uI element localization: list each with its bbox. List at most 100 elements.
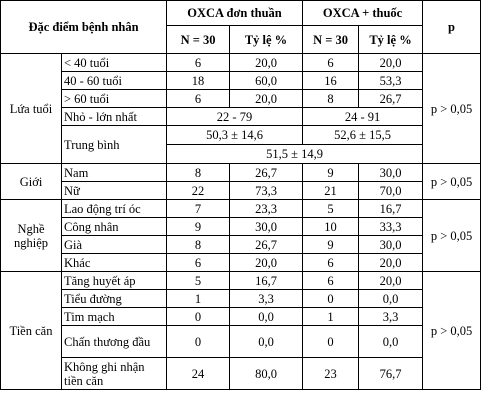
table-row: Nghề nghiệp Lao động trí óc 7 23,3 5 16,… (0, 199, 481, 272)
row-label: Già (60, 235, 168, 254)
group-label-history: Tiền căn (0, 271, 62, 390)
mean-group2: 52,6 ± 15,5 (302, 125, 424, 145)
group-label-age: Lứa tuổi (0, 53, 62, 164)
cell-rate1: 0,0 (229, 307, 304, 326)
cell-n1: 5 (166, 271, 231, 290)
header-patient-features: Đặc điểm bệnh nhân (0, 0, 168, 54)
cell-rate1: 30,0 (229, 217, 304, 236)
cell-rate2: 20,0 (358, 53, 424, 72)
cell-rate2: 30,0 (358, 163, 424, 182)
cell-rate1: 20,0 (229, 253, 304, 272)
cell-rate2: 76,7 (358, 357, 424, 390)
cell-rate2: 33,3 (358, 217, 424, 236)
table-row: Già 8 26,7 9 30,0 (1, 235, 481, 254)
row-label: Nhỏ - lớn nhất (60, 107, 168, 126)
row-label: Công nhân (60, 217, 168, 236)
cell-n2: 9 (302, 163, 360, 182)
table-row: Trung bình 50,3 ± 14,6 52,6 ± 15,5 (1, 125, 481, 164)
header-group2: OXCA + thuốc (302, 0, 424, 26)
cell-n2: 0 (302, 289, 360, 308)
row-label: < 40 tuổi (60, 53, 168, 72)
header-row-1: Đặc điểm bệnh nhân OXCA đơn thuần OXCA +… (0, 0, 481, 54)
cell-rate1: 0,0 (229, 325, 304, 358)
cell-n1: 9 (166, 217, 231, 236)
table-row: Tiểu đường 1 3,3 0 0,0 (1, 289, 481, 308)
header-n2: N = 30 (302, 25, 360, 54)
row-label: Nữ (60, 181, 168, 200)
mean-group1: 50,3 ± 14,6 (166, 125, 304, 145)
cell-n2: 23 (302, 357, 360, 390)
row-label: Chấn thương đầu (60, 325, 168, 358)
row-label: Trung bình (60, 125, 168, 164)
cell-n1: 6 (166, 53, 231, 72)
group-label-sex: Giới (0, 163, 62, 200)
table-row: Khác 6 20,0 6 20,0 (1, 253, 481, 272)
p-value-history: p > 0,05 (422, 271, 481, 390)
cell-n1: 6 (166, 253, 231, 272)
row-label: Nam (60, 163, 168, 182)
cell-rate2: 70,0 (358, 181, 424, 200)
cell-rate1: 73,3 (229, 181, 304, 200)
cell-n1: 1 (166, 289, 231, 308)
cell-n1: 0 (166, 307, 231, 326)
mean-total: 51,5 ± 14,9 (166, 144, 424, 164)
cell-n2: 9 (302, 235, 360, 254)
cell-rate2: 0,0 (358, 289, 424, 308)
cell-rate2: 30,0 (358, 235, 424, 254)
patient-characteristics-table: Đặc điểm bệnh nhân OXCA đơn thuần OXCA +… (0, 0, 481, 390)
table-row: Chấn thương đầu 0 0,0 0 0,0 (1, 325, 481, 358)
cell-n1: 0 (166, 325, 231, 358)
cell-n1: 6 (166, 89, 231, 108)
cell-rate2: 20,0 (358, 271, 424, 290)
header-rate1: Tỷ lệ % (229, 25, 304, 54)
cell-n2: 5 (302, 199, 360, 218)
row-label: 40 - 60 tuổi (60, 71, 168, 90)
row-label: > 60 tuổi (60, 89, 168, 108)
cell-n1: 8 (166, 235, 231, 254)
cell-rate1: 3,3 (229, 289, 304, 308)
p-value-sex: p > 0,05 (422, 163, 481, 200)
cell-rate2: 16,7 (358, 199, 424, 218)
row-label: Không ghi nhận tiền căn (60, 357, 168, 390)
cell-rate1: 16,7 (229, 271, 304, 290)
range-group2: 24 - 91 (302, 107, 424, 126)
cell-rate2: 0,0 (358, 325, 424, 358)
cell-n1: 22 (166, 181, 231, 200)
p-value-job: p > 0,05 (422, 199, 481, 272)
p-value-age: p > 0,05 (422, 53, 481, 164)
cell-rate2: 3,3 (358, 307, 424, 326)
table-row: 40 - 60 tuổi 18 60,0 16 53,3 (1, 71, 481, 90)
row-label: Tăng huyết áp (60, 271, 168, 290)
table-row: Nữ 22 73,3 21 70,0 (1, 181, 481, 200)
table-row: Tim mạch 0 0,0 1 3,3 (1, 307, 481, 326)
cell-n2: 6 (302, 53, 360, 72)
cell-n1: 7 (166, 199, 231, 218)
cell-n1: 24 (166, 357, 231, 390)
table-row: Giới Nam 8 26,7 9 30,0 p > 0,05 (0, 163, 481, 200)
cell-rate2: 20,0 (358, 253, 424, 272)
cell-rate2: 53,3 (358, 71, 424, 90)
cell-n2: 6 (302, 271, 360, 290)
row-label: Lao động trí óc (60, 199, 168, 218)
cell-n2: 0 (302, 325, 360, 358)
header-row-2: N = 30 Tỷ lệ % N = 30 Tỷ lệ % (1, 25, 481, 54)
table-row: Nhỏ - lớn nhất 22 - 79 24 - 91 (1, 107, 481, 126)
cell-rate1: 23,3 (229, 199, 304, 218)
table-row: Công nhân 9 30,0 10 33,3 (1, 217, 481, 236)
cell-rate1: 26,7 (229, 163, 304, 182)
header-p: p (422, 0, 481, 54)
cell-n2: 1 (302, 307, 360, 326)
group-label-job: Nghề nghiệp (0, 199, 62, 272)
cell-rate1: 20,0 (229, 53, 304, 72)
cell-n2: 8 (302, 89, 360, 108)
header-group1: OXCA đơn thuần (166, 0, 304, 26)
cell-n2: 16 (302, 71, 360, 90)
cell-rate2: 26,7 (358, 89, 424, 108)
cell-rate1: 20,0 (229, 89, 304, 108)
cell-n1: 18 (166, 71, 231, 90)
cell-n2: 10 (302, 217, 360, 236)
row-label: Tiểu đường (60, 289, 168, 308)
table-row: Tiền căn Tăng huyết áp 5 16,7 6 20,0 p >… (0, 271, 481, 390)
table-row: > 60 tuổi 6 20,0 8 26,7 (1, 89, 481, 108)
row-label: Tim mạch (60, 307, 168, 326)
